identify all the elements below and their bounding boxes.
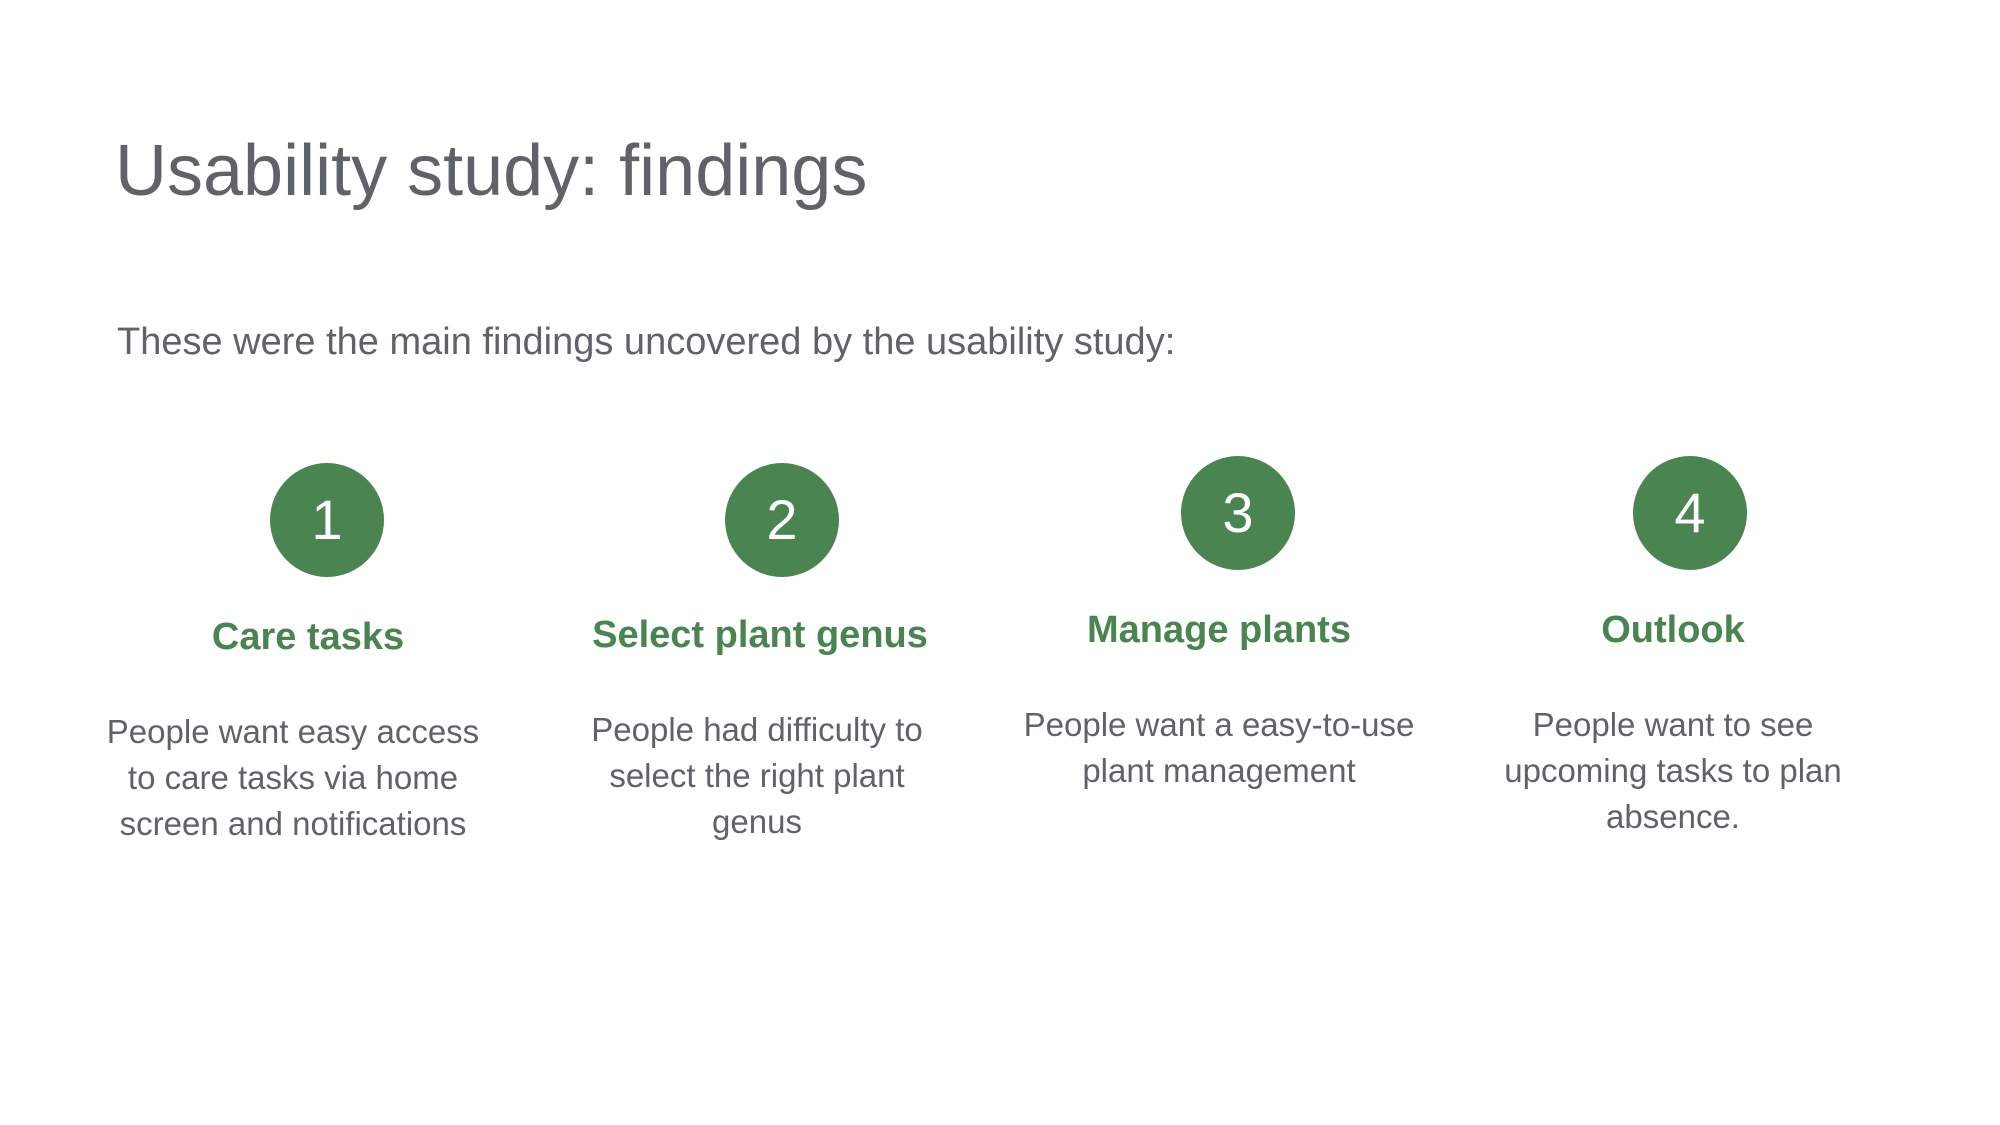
- finding-title: Care tasks: [211, 616, 405, 658]
- finding-description: People want to see upcoming tasks to pla…: [1504, 706, 1842, 835]
- number-badge: 4: [1633, 456, 1747, 570]
- finding-manage-plants: 3 Manage plants People want a easy-to-us…: [1017, 452, 1437, 852]
- number-badge: 3: [1181, 456, 1295, 570]
- finding-select-plant-genus: 2 Select plant genus People had difficul…: [560, 458, 980, 858]
- intro-text: These were the main findings uncovered b…: [117, 321, 1176, 363]
- finding-title: Manage plants: [1087, 609, 1351, 651]
- finding-title: Select plant genus: [592, 614, 928, 656]
- number-badge: 1: [270, 463, 384, 577]
- finding-title: Outlook: [1601, 609, 1745, 651]
- finding-description: People want a easy-to-use plant manageme…: [1023, 706, 1415, 789]
- number-badge: 2: [725, 463, 839, 577]
- finding-description: People had difficulty to select the righ…: [591, 711, 923, 840]
- finding-care-tasks: 1 Care tasks People want easy access to …: [98, 458, 518, 858]
- finding-outlook: 4 Outlook People want to see upcoming ta…: [1471, 452, 1891, 852]
- finding-description: People want easy access to care tasks vi…: [106, 713, 480, 842]
- page-title: Usability study: findings: [115, 131, 868, 211]
